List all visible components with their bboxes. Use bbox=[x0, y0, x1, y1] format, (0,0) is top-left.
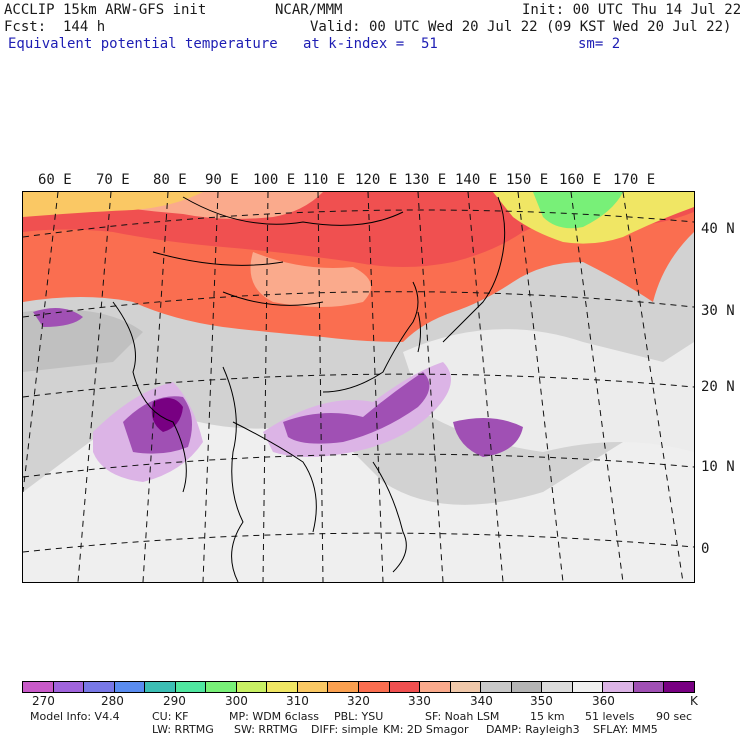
colorbar-swatch-0 bbox=[23, 682, 54, 692]
colorbar-tick: 320 bbox=[347, 694, 370, 708]
lon-label-60e: 60 E bbox=[38, 172, 72, 188]
colorbar-swatch-16 bbox=[511, 682, 543, 692]
center-label: NCAR/MMM bbox=[275, 2, 343, 18]
purple-region-pacific bbox=[453, 418, 523, 457]
coastlines bbox=[112, 196, 506, 582]
colorbar-swatch-8 bbox=[267, 682, 298, 692]
field-name: Equivalent potential temperature bbox=[8, 36, 278, 52]
footer-lw: LW: RRTMG bbox=[152, 723, 214, 736]
lat-label-30n: 30 N bbox=[701, 303, 735, 319]
lon-label-130e: 130 E bbox=[404, 172, 447, 188]
colorbar-swatch-1 bbox=[53, 682, 85, 692]
footer-levels: 51 levels bbox=[585, 710, 635, 723]
lat-label-0: 0 bbox=[701, 541, 710, 557]
forecast-hour: Fcst: 144 h bbox=[4, 19, 106, 35]
lat-label-10n: 10 N bbox=[701, 459, 735, 475]
yellow-patch-nw bbox=[23, 192, 203, 217]
footer-diff: DIFF: simple bbox=[311, 723, 379, 736]
colorbar-tick: 360 bbox=[592, 694, 615, 708]
model-title: ACCLIP 15km ARW-GFS init bbox=[4, 2, 207, 18]
lon-label-160e: 160 E bbox=[559, 172, 602, 188]
valid-time: Valid: 00 UTC Wed 20 Jul 22 (09 KST Wed … bbox=[310, 19, 732, 35]
footer-pbl: PBL: YSU bbox=[334, 710, 384, 723]
colorbar-swatch-3 bbox=[114, 682, 146, 692]
colorbar-swatch-20 bbox=[633, 682, 665, 692]
colorbar-tick: 300 bbox=[225, 694, 248, 708]
colorbar-swatch-9 bbox=[297, 682, 329, 692]
colorbar-swatch-19 bbox=[603, 682, 634, 692]
colorbar-swatch-4 bbox=[145, 682, 176, 692]
colorbar-swatch-6 bbox=[206, 682, 237, 692]
lon-label-150e: 150 E bbox=[506, 172, 549, 188]
colorbar-swatch-5 bbox=[175, 682, 207, 692]
footer-model-info: Model Info: V4.4 bbox=[30, 710, 120, 723]
colorbar-swatch-14 bbox=[450, 682, 482, 692]
level-label: at k-index = 51 bbox=[303, 36, 438, 52]
colorbar-tick: 310 bbox=[286, 694, 309, 708]
colorbar-swatch-21 bbox=[664, 682, 695, 692]
deep-purple-bay-bengal bbox=[151, 398, 183, 432]
lon-label-140e: 140 E bbox=[455, 172, 498, 188]
colorbar-swatch-13 bbox=[420, 682, 451, 692]
colorbar-swatch-15 bbox=[481, 682, 512, 692]
map-canvas bbox=[23, 192, 694, 582]
colorbar-swatch-7 bbox=[236, 682, 268, 692]
colorbar-swatch-17 bbox=[542, 682, 573, 692]
lon-label-90e: 90 E bbox=[205, 172, 239, 188]
smoothing-label: sm= 2 bbox=[578, 36, 621, 52]
colorbar-swatch-12 bbox=[389, 682, 421, 692]
colorbar-swatch-10 bbox=[328, 682, 360, 692]
footer-damp: DAMP: Rayleigh3 bbox=[486, 723, 580, 736]
lon-label-80e: 80 E bbox=[153, 172, 187, 188]
footer-sw: SW: RRTMG bbox=[234, 723, 298, 736]
init-time: Init: 00 UTC Thu 14 Jul 22 bbox=[522, 2, 740, 18]
colorbar-tick: 330 bbox=[408, 694, 431, 708]
colorbar-unit: K bbox=[690, 694, 698, 708]
footer-timestep: 90 sec bbox=[656, 710, 693, 723]
colorbar-tick: 350 bbox=[530, 694, 553, 708]
purple-region-scs bbox=[283, 372, 430, 444]
footer-resolution: 15 km bbox=[530, 710, 565, 723]
lat-label-40n: 40 N bbox=[701, 221, 735, 237]
lon-label-120e: 120 E bbox=[355, 172, 398, 188]
lat-label-20n: 20 N bbox=[701, 379, 735, 395]
green-patch-ne bbox=[533, 192, 623, 229]
lon-label-70e: 70 E bbox=[96, 172, 130, 188]
colorbar-swatch-11 bbox=[359, 682, 390, 692]
colorbar bbox=[22, 681, 695, 693]
colorbar-swatch-18 bbox=[572, 682, 604, 692]
colorbar-swatch-2 bbox=[84, 682, 115, 692]
colorbar-tick: 340 bbox=[470, 694, 493, 708]
colorbar-tick: 280 bbox=[101, 694, 124, 708]
lon-label-100e: 100 E bbox=[253, 172, 296, 188]
footer-mp: MP: WDM 6class bbox=[229, 710, 319, 723]
lon-label-110e: 110 E bbox=[303, 172, 346, 188]
theta-e-map bbox=[22, 191, 695, 583]
footer-sflay: SFLAY: MM5 bbox=[593, 723, 658, 736]
colorbar-tick: 290 bbox=[163, 694, 186, 708]
salmon-patch-china bbox=[250, 252, 371, 307]
footer-sf: SF: Noah LSM bbox=[425, 710, 500, 723]
lon-label-170e: 170 E bbox=[613, 172, 656, 188]
purple-patch-west bbox=[33, 308, 83, 327]
colorbar-tick: 270 bbox=[32, 694, 55, 708]
footer-km: KM: 2D Smagor bbox=[383, 723, 469, 736]
footer-cu: CU: KF bbox=[152, 710, 189, 723]
